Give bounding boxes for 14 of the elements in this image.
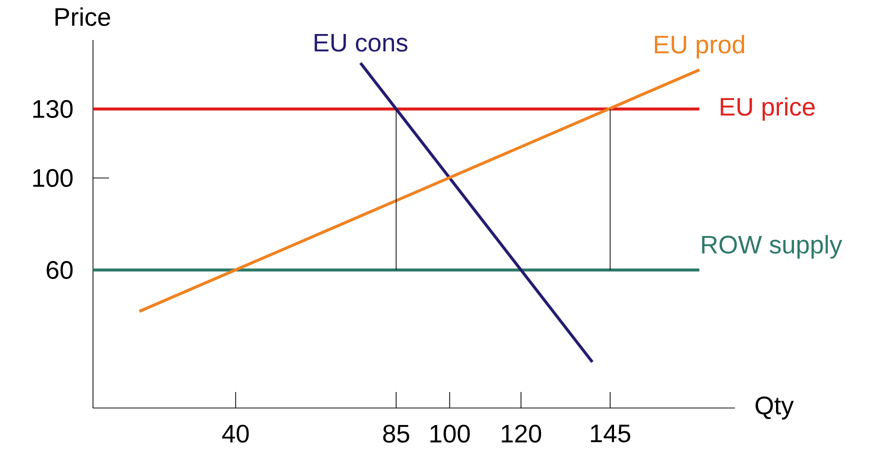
- x-tick-label: 40: [222, 424, 249, 443]
- x-tick-label: 145: [590, 424, 630, 442]
- x-tick-label: 100: [430, 424, 470, 443]
- series-label: EU prod: [654, 34, 744, 59]
- y-tick-label: 130: [33, 100, 73, 118]
- x-tick-label: 120: [502, 424, 542, 443]
- series-label: ROW supply: [702, 235, 842, 259]
- y-tick-label: 100: [33, 169, 73, 187]
- x-tick-label: 85: [383, 424, 410, 443]
- x-axis-title: Qty: [756, 396, 794, 420]
- y-tick-label: 60: [46, 261, 73, 279]
- series-label: EU price: [720, 97, 815, 121]
- series-label: EU cons: [314, 34, 408, 52]
- y-axis-title: Price: [56, 7, 110, 26]
